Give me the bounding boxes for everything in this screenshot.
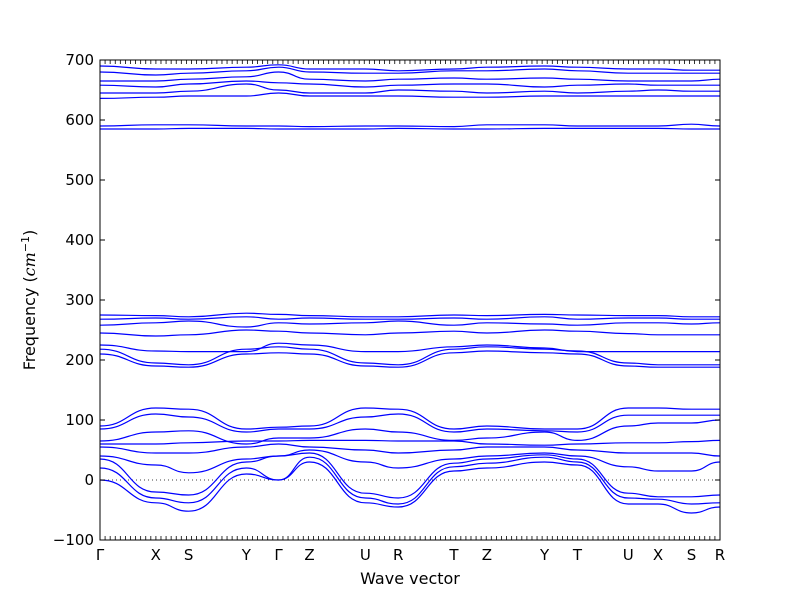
phonon-band-17	[100, 123, 720, 128]
x-tick-label: T	[572, 546, 583, 564]
x-tick-label: X	[151, 546, 161, 564]
phonon-band-16	[100, 127, 720, 130]
y-axis-label: Frequency (cm−1)	[19, 230, 39, 371]
x-tick-label: U	[623, 546, 634, 564]
phonon-band-18	[100, 92, 720, 99]
x-tick-label: T	[448, 546, 459, 564]
x-tick-label: Y	[241, 546, 252, 564]
x-tick-label: R	[393, 546, 403, 564]
y-axis-label-unit: cm	[20, 252, 39, 276]
y-tick-label: 0	[84, 471, 94, 489]
phonon-band-6	[100, 419, 720, 445]
y-tick-label: 400	[65, 231, 94, 249]
x-tick-label: Z	[304, 546, 314, 564]
phonon-band-22	[100, 66, 720, 76]
x-tick-label: Γ	[96, 546, 105, 564]
phonon-band-0	[100, 461, 720, 514]
x-tick-label: U	[360, 546, 371, 564]
y-tick-label: 100	[65, 411, 94, 429]
plot-frame	[99, 59, 721, 541]
phonon-band-15	[100, 312, 720, 318]
y-axis-label-exponent: −1	[19, 236, 32, 252]
x-tick-label: Y	[539, 546, 550, 564]
x-tick-label: X	[653, 546, 663, 564]
phonon-band-21	[100, 71, 720, 82]
phonon-band-11	[100, 342, 720, 353]
x-tick-label: S	[184, 546, 194, 564]
phonon-band-5	[100, 439, 720, 446]
phonon-band-12	[100, 329, 720, 337]
plot-area	[100, 60, 720, 540]
x-tick-label: S	[687, 546, 697, 564]
phonon-band-14	[100, 316, 720, 320]
y-tick-label: 200	[65, 351, 94, 369]
phonon-band-10	[100, 346, 720, 366]
x-tick-label: Γ	[274, 546, 283, 564]
phonon-band-2	[100, 452, 720, 499]
y-axis-label-text: Frequency (	[20, 276, 39, 370]
y-tick-label: 600	[65, 111, 94, 129]
y-tick-label: 700	[65, 51, 94, 69]
y-tick-label: −100	[53, 531, 94, 549]
x-axis-label: Wave vector	[360, 569, 460, 588]
phonon-band-13	[100, 320, 720, 328]
phonon-band-8	[100, 407, 720, 430]
phonon-band-9	[100, 350, 720, 368]
y-tick-label: 300	[65, 291, 94, 309]
phonon-band-23	[100, 64, 720, 72]
x-tick-label: R	[715, 546, 725, 564]
phonon-band-19	[100, 83, 720, 94]
phonon-band-20	[100, 80, 720, 88]
x-tick-label: Z	[482, 546, 492, 564]
phonon-band-4	[100, 443, 720, 457]
y-tick-label: 500	[65, 171, 94, 189]
phonon-band-1	[100, 456, 720, 505]
phonon-band-7	[100, 413, 720, 433]
phonon-band-3	[100, 449, 720, 474]
y-axis-label-close: )	[20, 230, 39, 236]
